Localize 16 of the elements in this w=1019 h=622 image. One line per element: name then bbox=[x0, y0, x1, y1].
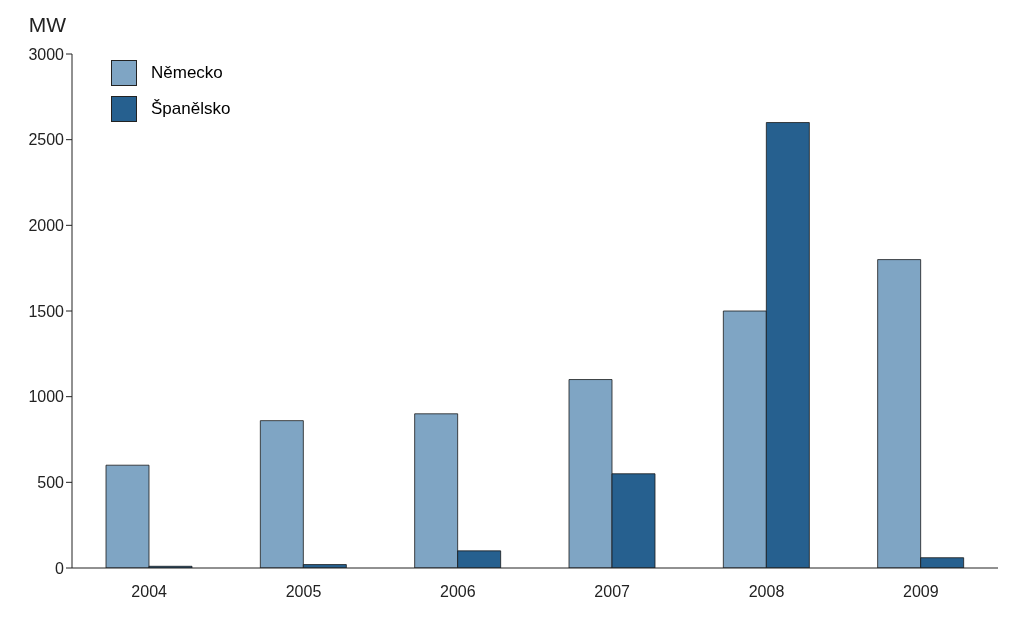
x-tick-label: 2004 bbox=[131, 583, 168, 601]
y-tick-label: 2000 bbox=[28, 217, 65, 235]
x-tick-label: 2008 bbox=[748, 583, 785, 601]
y-tick-label: 0 bbox=[55, 559, 65, 577]
legend-label: Německo bbox=[151, 63, 223, 83]
y-axis-title: MW bbox=[28, 13, 67, 36]
x-tick-label: 2005 bbox=[285, 583, 322, 601]
x-tick-label: 2007 bbox=[594, 583, 631, 601]
legend-label: Španělsko bbox=[151, 99, 231, 119]
x-tick-label: 2006 bbox=[440, 583, 476, 601]
y-tick-label: 3000 bbox=[28, 45, 65, 63]
y-tick-label: 2500 bbox=[28, 131, 65, 149]
y-tick-label: 1000 bbox=[28, 388, 65, 406]
y-tick-label: 500 bbox=[37, 474, 65, 492]
x-tick-label: 2009 bbox=[903, 583, 939, 601]
y-tick-label: 1500 bbox=[28, 302, 65, 320]
